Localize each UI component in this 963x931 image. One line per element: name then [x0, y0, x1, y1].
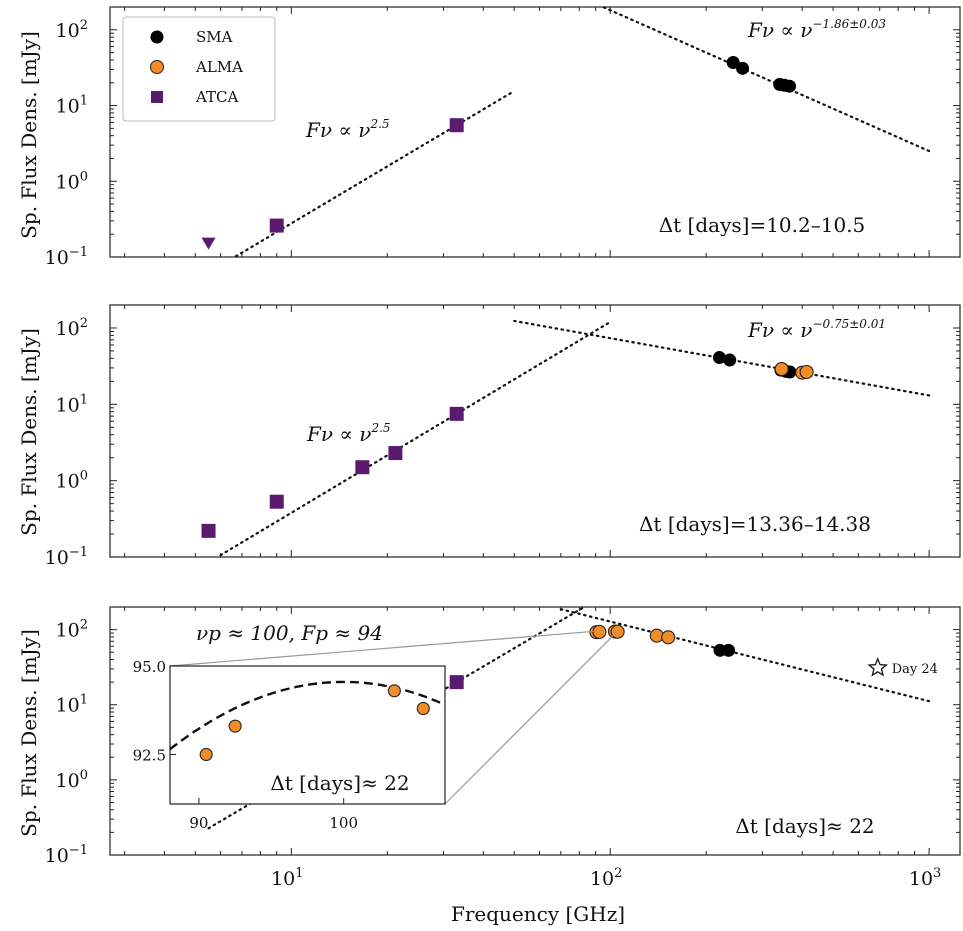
sma-point — [783, 79, 797, 93]
x-tick-label: 101 — [271, 866, 303, 890]
legend-marker-atca — [151, 91, 163, 103]
y-tick-label: 101 — [56, 693, 88, 717]
plot-frame — [109, 6, 961, 258]
sma-point — [712, 351, 726, 365]
inset-alma-point — [199, 747, 213, 762]
inset-connector — [169, 630, 599, 667]
peak-label: νp ≈ 100, Fp ≈ 94 — [196, 621, 383, 645]
sma-point — [736, 61, 750, 75]
sma-point — [722, 643, 736, 657]
atca-point — [269, 494, 284, 509]
power-law-fit-line — [219, 320, 612, 557]
legend-marker-alma — [150, 60, 164, 74]
panel-3: 10−1 100 101 102 101 102 103 Day 24 Δt [days]≈ 2… — [45, 606, 961, 890]
inset-alma-point — [228, 719, 242, 733]
legend: SMA ALMA ATCA — [122, 16, 276, 122]
y-tick-label: 10−1 — [45, 545, 88, 569]
ylabel-panel-3: Sp. Flux Dens. [mJy] — [17, 629, 41, 837]
atca-point — [449, 406, 464, 421]
ylabel-panel-1: Sp. Flux Dens. [mJy] — [17, 31, 41, 239]
inset-alma-point — [416, 701, 430, 716]
atca-point — [388, 446, 403, 461]
delta-t-annotation: Δt [days]≈ 22 — [735, 814, 874, 838]
fit-label: Fν ∝ ν−1.86±0.03 — [747, 17, 886, 42]
fit-label: Fν ∝ ν−0.75±0.01 — [747, 317, 886, 342]
y-tick-label: 10−1 — [45, 843, 88, 867]
atca-point — [449, 675, 464, 690]
x-tick-label: 102 — [590, 866, 622, 890]
atca-point — [201, 523, 216, 538]
atca-point — [449, 118, 464, 133]
legend-label-alma: ALMA — [195, 58, 243, 76]
fit-label: Fν ∝ ν2.5 — [306, 421, 391, 446]
atca-point — [269, 218, 284, 233]
plot-frame — [109, 606, 961, 856]
inset: 90 100 92.5 95.0 Δt [days]≈ 22 — [133, 658, 446, 832]
power-law-fit-line — [559, 608, 931, 703]
alma-point — [592, 624, 607, 639]
sma-point — [726, 55, 740, 69]
delta-t-annotation: Δt [days]=13.36–14.38 — [639, 512, 871, 536]
y-tick-label: 100 — [56, 768, 88, 792]
y-tick-label: 100 — [56, 169, 88, 193]
inset-delta-t-label: Δt [days]≈ 22 — [270, 771, 409, 795]
inset-connector — [444, 632, 617, 805]
y-tick-label: 101 — [56, 392, 88, 416]
sma-point — [723, 353, 737, 367]
inset-y-tick-label: 95.0 — [133, 658, 166, 676]
y-tick-label: 102 — [56, 18, 88, 42]
inset-x-tick-label: 90 — [189, 814, 208, 832]
x-tick-label: 103 — [909, 866, 941, 890]
day24-star — [867, 656, 889, 677]
fit-label: Fν ∝ ν2.5 — [305, 117, 390, 142]
y-tick-label: 101 — [56, 94, 88, 118]
legend-marker-sma — [150, 30, 164, 44]
alma-point — [799, 364, 814, 380]
panel-2: 10−1 100 101 102 Fν ∝ ν2.5 Fν ∝ ν−0.75±0.01 Δt… — [45, 304, 961, 569]
y-tick-label: 102 — [56, 618, 88, 642]
inset-x-tick-label: 100 — [329, 814, 358, 832]
alma-point — [661, 630, 676, 645]
y-tick-label: 100 — [56, 469, 88, 493]
day24-label: Day 24 — [892, 662, 938, 677]
alma-point — [774, 361, 789, 377]
legend-label-sma: SMA — [196, 28, 233, 46]
ylabel-panel-2: Sp. Flux Dens. [mJy] — [17, 328, 41, 536]
inset-alma-point — [387, 684, 401, 698]
inset-y-tick-label: 92.5 — [133, 746, 166, 764]
xlabel: Frequency [GHz] — [451, 902, 625, 926]
y-tick-label: 10−1 — [45, 245, 88, 269]
legend-label-atca: ATCA — [195, 88, 238, 106]
panel-1: 10−1 100 101 102 Fν ∝ ν2.5 Fν ∝ ν−1.86±0.03 Δt… — [45, 6, 961, 269]
power-law-fit-line — [602, 6, 931, 153]
delta-t-annotation: Δt [days]=10.2–10.5 — [659, 213, 866, 237]
plot-frame — [109, 304, 961, 558]
atca-point — [355, 460, 370, 475]
y-tick-label: 102 — [56, 316, 88, 340]
atca-upper-limit — [201, 237, 216, 250]
